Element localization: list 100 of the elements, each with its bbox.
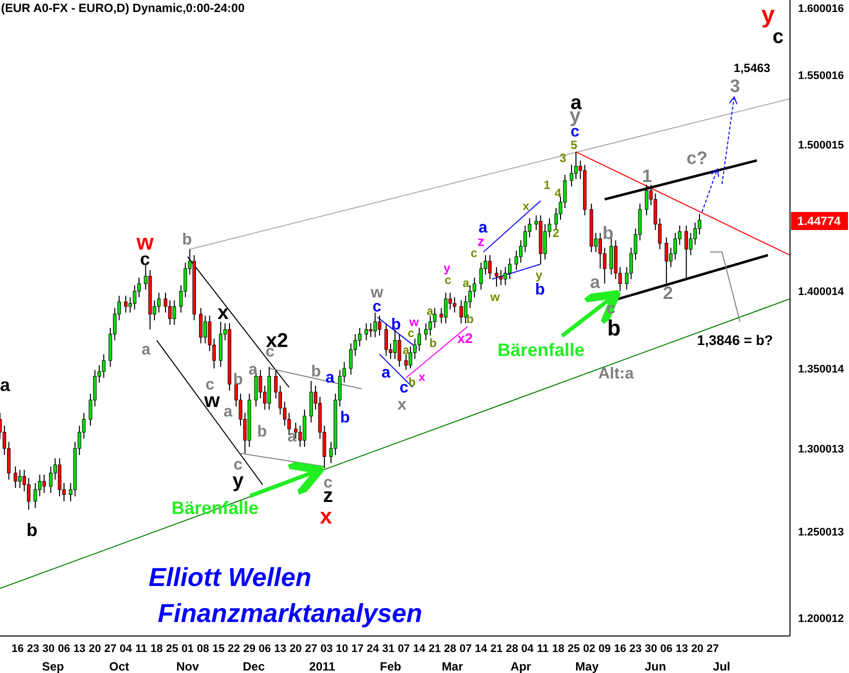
annotation: c [400,380,409,396]
annotation: Alt:a [598,366,634,382]
x-tick-label: 25 [166,642,178,655]
candlestick [698,213,702,235]
annotation: a [142,342,151,358]
x-tick-label: 18 [150,642,163,655]
annotation: b [408,375,416,389]
x-tick-label: 10 [336,642,348,655]
annotation: 2 [662,283,674,303]
candlestick [42,474,46,494]
annotation: c [324,474,333,492]
annotation: 4 [554,186,562,200]
candlestick [349,342,353,376]
annotation: a [590,272,601,292]
candlestick [393,328,397,360]
x-tick-label: 28 [444,642,456,655]
x-tick-label: 22 [228,642,240,655]
candlestick [26,478,30,510]
candlestick [424,322,428,341]
x2-tick-label: May [575,660,599,673]
annotation: a [382,364,391,382]
y-tick-label: 1.350014 [798,363,845,376]
annotation: x [398,396,407,414]
candlestick [102,354,106,378]
x2-tick-label: Sep [42,660,64,673]
candlestick [34,482,38,509]
annotation: 1,3846 = b? [697,332,773,348]
annotation: Bärenfalle [497,340,585,360]
x-tick-label: 13 [274,642,286,655]
x-tick-label: 14 [413,642,426,655]
annotation: b [340,410,350,426]
annotation: y [761,2,776,28]
x2-tick-label: Feb [380,660,402,673]
x-tick-label: 21 [428,642,441,655]
annotation: 5 [570,138,578,152]
candlestick [14,466,18,488]
x-tick-label: 07 [459,642,472,655]
x-tick-label: 11 [135,642,148,655]
y-tick-label: 1.300013 [798,443,844,456]
x-tick-label: 01 [181,642,194,655]
annotation: w [489,290,500,304]
annotation: a [224,404,233,420]
x-tick-label: 20 [88,642,102,655]
x-tick-label: 23 [26,642,40,655]
x-tick-label: 27 [305,642,318,655]
annotation: b [466,312,474,326]
y-tick-label: 1.600016 [798,2,844,15]
annotation: b [607,316,621,340]
x2-tick-label: Mar [442,660,464,673]
y-tick-label: 1.200012 [798,613,844,626]
chart-title: (EUR A0-FX - EURO,D) Dynamic,0:00-24:00 [1,1,245,15]
candlestick [199,307,203,344]
annotation: x [418,370,426,384]
annotation: b [182,232,192,248]
x-tick-label: 13 [676,642,688,655]
annotation: b [429,336,437,350]
x-tick-label: 20 [290,642,302,655]
annotation: a [326,370,335,386]
annotation: w [408,315,420,329]
x-tick-label: 14 [474,642,488,655]
annotation: c [372,298,382,316]
annotation: c [606,300,616,318]
x-tick-label: 09 [598,642,611,655]
annotation: c? [686,148,708,168]
x-tick-label: 28 [506,642,518,655]
x2-tick-label: Jun [644,660,666,673]
x-tick-label: 25 [568,642,580,655]
text: 1.44774 [797,214,842,228]
annotation: b [257,424,268,440]
x2-tick-label: Oct [109,660,130,673]
x2-tick-label: 2011 [309,660,336,673]
x2-tick-label: Apr [510,660,532,673]
annotation: x2 [457,330,473,346]
x-tick-label: 20 [691,642,704,655]
x-tick-label: 06 [58,642,70,655]
annotation: b [602,223,614,243]
annotation: b [26,520,38,540]
x-tick-label: 23 [629,642,642,655]
annotation: b [233,372,244,388]
annotation: b [311,364,322,380]
annotation: c [772,26,784,48]
candlestick [124,295,128,314]
y-tick-label: 1.250013 [798,526,844,539]
x-tick-label: 03 [320,642,333,655]
x-tick-label: 08 [196,642,210,655]
y-tick-label: 1.400014 [798,286,845,298]
x-tick-label: 13 [73,642,86,655]
annotation: b [535,282,546,298]
annotation: a [248,362,258,378]
x-tick-label: 21 [490,642,503,655]
annotation: c [408,326,415,340]
x-tick-label: 16 [614,642,626,655]
annotation: 1 [544,178,551,192]
x-tick-label: 06 [258,642,271,655]
annotation: y [444,261,451,275]
annotation: c [444,273,452,287]
candlestick [494,266,498,288]
annotation: 1,5463 [734,61,771,75]
x-tick-label: 16 [12,642,24,655]
annotation: x [217,302,229,324]
